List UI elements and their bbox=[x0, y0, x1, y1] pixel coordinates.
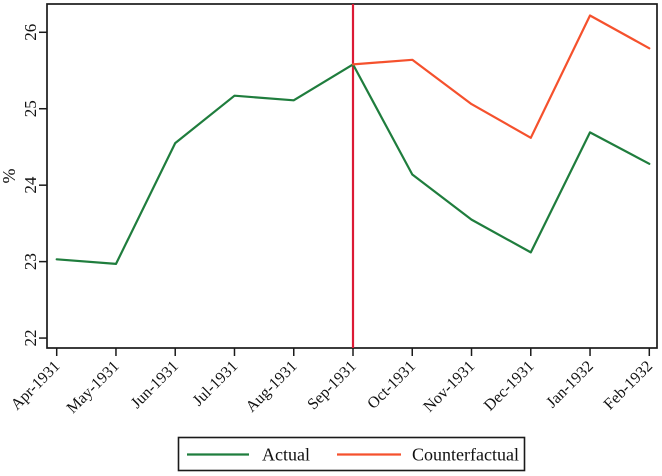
y-tick-label: 22 bbox=[21, 330, 40, 347]
x-tick-label: Feb-1932 bbox=[601, 358, 656, 413]
x-tick-label: Jun-1931 bbox=[128, 358, 182, 412]
x-tick-label: Sep-1931 bbox=[304, 358, 359, 413]
x-tick-label: Dec-1931 bbox=[481, 358, 538, 415]
y-axis-ticks: 22 23 24 25 26 bbox=[21, 24, 47, 347]
x-tick-label: Apr-1931 bbox=[8, 358, 64, 414]
x-tick-label: Aug-1931 bbox=[243, 358, 301, 416]
counterfactual-line bbox=[351, 14, 651, 139]
legend-actual-label: Actual bbox=[262, 445, 310, 465]
x-tick-label: Jul-1931 bbox=[190, 358, 242, 410]
y-tick-label: 26 bbox=[21, 24, 40, 41]
y-tick-label: 25 bbox=[21, 100, 40, 117]
y-tick-label: 24 bbox=[21, 176, 40, 194]
legend: Actual Counterfactual bbox=[177, 436, 526, 472]
x-tick-label: May-1931 bbox=[64, 358, 123, 417]
x-axis-ticks: Apr-1931 May-1931 Jun-1931 Jul-1931 Aug-1931… bbox=[8, 348, 656, 417]
x-tick-label: Nov-1931 bbox=[420, 358, 478, 416]
x-tick-label: Oct-1931 bbox=[364, 358, 419, 413]
legend-counterfactual-label: Counterfactual bbox=[412, 445, 519, 465]
y-tick-label: 23 bbox=[21, 253, 40, 270]
x-tick-label: Jan-1932 bbox=[543, 358, 596, 411]
y-axis-label: % bbox=[0, 169, 19, 184]
